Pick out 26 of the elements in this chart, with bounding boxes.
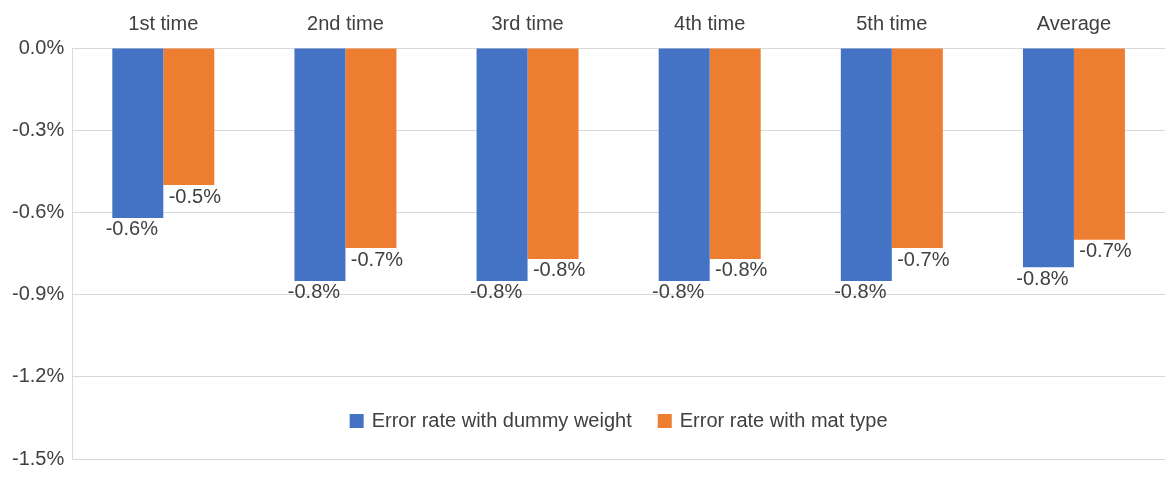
y-tick-label: 0.0%	[18, 35, 65, 58]
y-tick-label: -1.5%	[12, 446, 65, 469]
y-tick-label: -0.6%	[12, 199, 65, 222]
data-label: -0.7%	[897, 247, 950, 270]
data-label: -0.8%	[532, 258, 586, 281]
x-tick-label: 4th time	[674, 11, 746, 34]
data-label: -0.7%	[350, 247, 404, 270]
legend-label: Error rate with mat type	[679, 408, 888, 431]
data-label: -0.8%	[715, 258, 768, 281]
data-label: -0.6%	[105, 217, 159, 240]
y-tick-label: -0.3%	[12, 117, 65, 140]
data-label: -0.8%	[834, 280, 887, 303]
data-label: -0.8%	[1016, 266, 1069, 289]
y-tick-label: -1.2%	[12, 364, 65, 387]
x-tick-label: 2nd time	[307, 11, 384, 34]
x-tick-label: Average	[1036, 11, 1112, 34]
legend-label: Error rate with dummy weight	[371, 408, 633, 431]
x-tick-label: 1st time	[128, 11, 199, 34]
data-label: -0.7%	[1079, 239, 1132, 262]
data-label: -0.8%	[469, 280, 523, 303]
data-label: -0.8%	[652, 280, 705, 303]
x-tick-label: 5th time	[856, 11, 928, 34]
y-tick-label: -0.9%	[12, 282, 65, 305]
data-label: -0.8%	[287, 280, 341, 303]
x-tick-label: 3rd time	[491, 11, 564, 34]
data-label: -0.5%	[168, 184, 222, 207]
